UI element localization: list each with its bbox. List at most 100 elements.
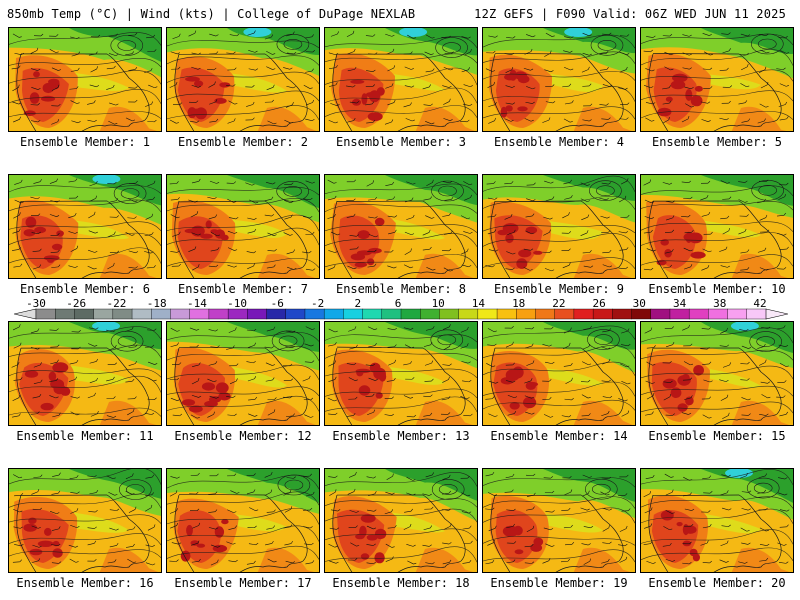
map-graphic — [483, 28, 635, 131]
chart-title: 850mb Temp (°C) | Wind (kts) | College o… — [7, 7, 416, 21]
colorbar-tick-label: -18 — [146, 297, 167, 310]
colorbar-swatch — [247, 308, 268, 320]
ensemble-member-caption: Ensemble Member: 19 — [490, 576, 628, 590]
ensemble-member-caption: Ensemble Member: 1 — [19, 135, 151, 149]
colorbar-tick-label: -30 — [26, 297, 46, 310]
map-graphic — [483, 322, 635, 425]
colorbar-swatch — [496, 308, 517, 320]
colorbar-swatch — [93, 308, 114, 320]
ensemble-member-caption: Ensemble Member: 6 — [19, 282, 151, 296]
colorbar-tick-label: -26 — [66, 297, 87, 310]
colorbar-swatch — [285, 308, 306, 320]
colorbar-tick-label: 34 — [672, 297, 687, 310]
colorbar-swatch — [381, 308, 402, 320]
ensemble-member-caption: Ensemble Member: 12 — [174, 429, 312, 443]
temperature-colorbar: -30 -26 -22 -18 -14 -10 -6 -2 2 6 10 14 18 22 26 30 34 38… — [14, 298, 788, 320]
map-graphic — [325, 175, 477, 278]
temperature-wind-map — [166, 27, 320, 132]
colorbar-swatch — [151, 308, 171, 320]
colorbar-swatch — [573, 308, 594, 320]
colorbar-swatch — [55, 308, 75, 320]
temperature-wind-map — [482, 468, 636, 573]
colorbar-swatch — [516, 308, 536, 320]
temperature-wind-map — [482, 174, 636, 279]
colorbar-swatch — [170, 308, 191, 320]
temperature-wind-map — [324, 27, 478, 132]
colorbar-swatch — [669, 308, 690, 320]
colorbar-swatch — [554, 308, 575, 320]
temperature-wind-map — [640, 321, 794, 426]
map-graphic — [167, 175, 319, 278]
temperature-wind-map — [640, 174, 794, 279]
colorbar-tick-label: 18 — [512, 297, 526, 310]
colorbar-swatch — [592, 308, 613, 320]
colorbar-swatch — [727, 308, 748, 320]
temperature-wind-map — [482, 321, 636, 426]
ensemble-member-caption: Ensemble Member: 13 — [332, 429, 470, 443]
map-graphic — [9, 322, 161, 425]
ensemble-member-caption: Ensemble Member: 3 — [335, 135, 467, 149]
map-graphic — [641, 469, 793, 572]
colorbar-swatch — [477, 308, 498, 320]
colorbar-swatch — [535, 308, 556, 320]
colorbar-swatch — [35, 308, 56, 320]
colorbar-swatch — [189, 308, 210, 320]
colorbar-swatch — [131, 308, 152, 320]
ensemble-member-caption: Ensemble Member: 2 — [177, 135, 309, 149]
colorbar-tick-label: 6 — [394, 297, 402, 310]
map-graphic — [167, 469, 319, 572]
ensemble-member-caption: Ensemble Member: 17 — [174, 576, 312, 590]
colorbar-tick-label: 42 — [753, 297, 767, 310]
colorbar-tick-label: 2 — [354, 297, 362, 310]
colorbar-swatch — [420, 308, 440, 320]
colorbar-tick-label: -10 — [227, 297, 248, 310]
ensemble-member-caption: Ensemble Member: 14 — [490, 429, 628, 443]
map-graphic — [167, 28, 319, 131]
colorbar-swatch — [400, 308, 421, 320]
temperature-wind-map — [324, 174, 478, 279]
colorbar-swatch — [304, 308, 325, 320]
colorbar-tick-label: -14 — [186, 297, 207, 310]
map-graphic — [483, 469, 635, 572]
ensemble-member-caption: Ensemble Member: 20 — [648, 576, 786, 590]
map-graphic — [325, 322, 477, 425]
colorbar-swatch — [746, 308, 767, 320]
colorbar-tick-label: 10 — [431, 297, 445, 310]
colorbar-tick-label: -2 — [310, 297, 325, 310]
map-graphic — [641, 28, 793, 131]
colorbar-tick-label: -22 — [106, 297, 127, 310]
colorbar-right-arrow — [765, 308, 788, 320]
ensemble-member-caption: Ensemble Member: 7 — [177, 282, 309, 296]
colorbar-swatch — [688, 308, 709, 320]
ensemble-member-caption: Ensemble Member: 9 — [493, 282, 625, 296]
temperature-wind-map — [324, 321, 478, 426]
temperature-wind-map — [8, 321, 162, 426]
map-graphic — [325, 469, 477, 572]
colorbar-swatch — [650, 308, 671, 320]
ensemble-member-caption: Ensemble Member: 15 — [648, 429, 786, 443]
temperature-wind-map — [8, 27, 162, 132]
colorbar-swatch — [112, 308, 133, 320]
map-graphic — [167, 322, 319, 425]
temperature-wind-map — [166, 321, 320, 426]
model-run-info: 12Z GEFS | F090 Valid: 06Z WED JUN 11 20… — [474, 7, 786, 21]
colorbar-swatch — [74, 308, 95, 320]
ensemble-member-caption: Ensemble Member: 4 — [493, 135, 625, 149]
colorbar-swatch — [439, 308, 460, 320]
colorbar-strip — [14, 308, 788, 320]
colorbar-swatch — [612, 308, 633, 320]
temperature-wind-map — [482, 27, 636, 132]
colorbar-swatch — [227, 308, 248, 320]
colorbar-tick-label: -6 — [270, 297, 284, 310]
map-graphic — [9, 28, 161, 131]
ensemble-member-caption: Ensemble Member: 8 — [335, 282, 467, 296]
ensemble-member-caption: Ensemble Member: 18 — [332, 576, 470, 590]
ensemble-member-caption: Ensemble Member: 11 — [16, 429, 154, 443]
colorbar-tick-labels: -30 -26 -22 -18 -14 -10 -6 -2 2 6 10 14 18 22 26 30 34 38… — [14, 298, 788, 310]
temperature-wind-map — [640, 468, 794, 573]
map-graphic — [9, 175, 161, 278]
temperature-wind-map — [8, 174, 162, 279]
map-graphic — [325, 28, 477, 131]
ensemble-member-caption: Ensemble Member: 16 — [16, 576, 154, 590]
